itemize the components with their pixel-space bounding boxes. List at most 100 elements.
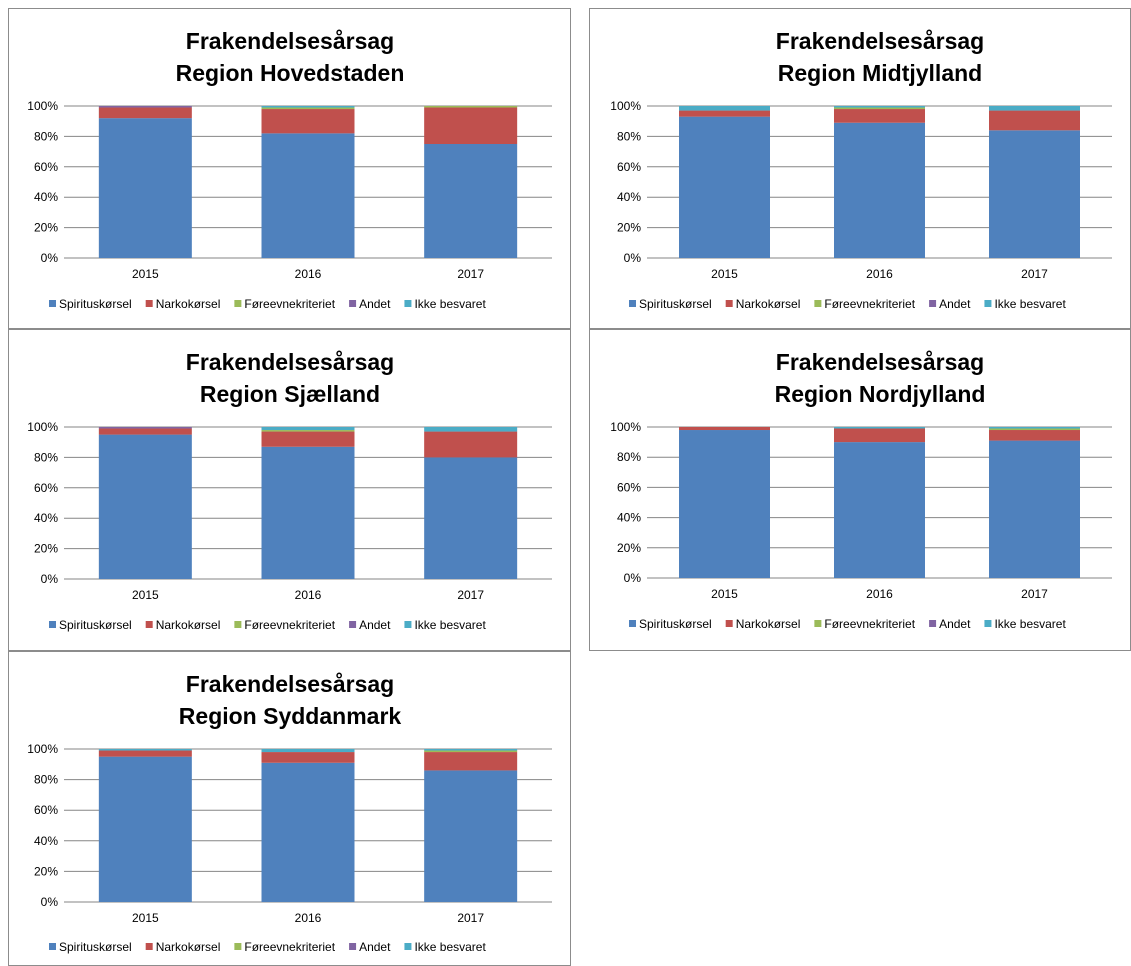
bar-segment — [834, 106, 925, 108]
legend-item: Spirituskørsel — [59, 618, 132, 632]
legend-swatch — [725, 620, 733, 627]
bar-segment — [679, 427, 770, 431]
legend-item: Ikke besvaret — [414, 297, 486, 311]
x-tick-label: 2015 — [711, 587, 738, 601]
legend-swatch — [49, 621, 56, 628]
legend-item: Føreevnekriteriet — [824, 617, 915, 631]
chart-title: Frakendelsesårsag — [186, 671, 394, 697]
legend-item: Spirituskørsel — [639, 297, 712, 311]
legend-swatch — [349, 300, 357, 307]
legend-swatch — [814, 300, 822, 307]
legend-item: Føreevnekriteriet — [244, 297, 335, 311]
legend-item: Føreevnekriteriet — [244, 940, 335, 954]
x-tick-label: 2015 — [132, 588, 159, 602]
bar-segment — [679, 110, 770, 117]
y-tick-label: 0% — [624, 251, 642, 265]
bar-segment — [98, 749, 192, 751]
bar-segment — [98, 428, 192, 435]
legend-swatch — [725, 300, 733, 307]
y-tick-label: 100% — [27, 99, 58, 113]
bar-segment — [261, 109, 355, 134]
x-tick-label: 2015 — [132, 911, 159, 925]
legend-item: Narkokørsel — [156, 297, 221, 311]
x-tick-label: 2017 — [457, 267, 484, 281]
chart-svg-syddanmark: Frakendelsesårsag Region Syddanmark 0% 20% 4… — [27, 671, 552, 954]
y-tick-label: 40% — [34, 511, 58, 525]
legend-swatch — [145, 943, 153, 950]
bar-segment — [424, 752, 518, 771]
chart-svg-midtjylland: Frakendelsesårsag Region Midtjylland 0% 20%… — [610, 28, 1112, 311]
bar-segment — [989, 106, 1080, 111]
x-tick-label: 2016 — [295, 911, 322, 925]
y-tick-label: 60% — [617, 480, 641, 494]
bar-segment — [424, 750, 518, 753]
y-tick-label: 80% — [617, 129, 641, 143]
chart-region-nordjylland: Frakendelsesårsag Region Nordjylland 0% 20%… — [589, 329, 1131, 651]
y-tick-label: 0% — [41, 895, 59, 909]
y-tick-label: 40% — [617, 190, 641, 204]
y-tick-label: 100% — [610, 420, 641, 434]
y-tick-label: 0% — [41, 251, 59, 265]
bar-segment — [98, 756, 192, 902]
y-tick-label: 20% — [617, 221, 641, 235]
legend-item: Spirituskørsel — [59, 297, 132, 311]
y-tick-label: 80% — [617, 450, 641, 464]
bar-segment — [98, 118, 192, 258]
bar-segment — [834, 442, 925, 578]
chart-title: Frakendelsesårsag — [186, 28, 394, 54]
legend-item: Føreevnekriteriet — [824, 297, 915, 311]
chart-svg-nordjylland: Frakendelsesårsag Region Nordjylland 0% 20%… — [610, 349, 1112, 631]
bar-segment — [261, 106, 355, 108]
bar-segment — [424, 770, 518, 902]
legend-swatch — [145, 621, 153, 628]
chart-svg-hovedstaden: Frakendelsesårsag Region Hovedstaden 0% 20%… — [27, 28, 552, 311]
legend-item: Andet — [359, 297, 391, 311]
bar-segment — [98, 434, 192, 579]
legend-swatch — [629, 620, 636, 627]
legend-item: Føreevnekriteriet — [244, 618, 335, 632]
chart-region-midtjylland: Frakendelsesårsag Region Midtjylland 0% 20%… — [589, 8, 1131, 329]
legend-item: Andet — [939, 617, 971, 631]
bar-segment — [261, 762, 355, 902]
y-tick-label: 20% — [617, 541, 641, 555]
legend-item: Andet — [939, 297, 971, 311]
legend-swatch — [929, 300, 937, 307]
bar-segment — [261, 749, 355, 753]
chart-subtitle: Region Hovedstaden — [176, 60, 405, 86]
chart-subtitle: Region Midtjylland — [778, 60, 982, 86]
chart-region-sjaelland: Frakendelsesårsag Region Sjælland 0% 20% 40%… — [8, 329, 571, 651]
y-tick-label: 20% — [34, 864, 58, 878]
chart-region-syddanmark: Frakendelsesårsag Region Syddanmark 0% 20% 4… — [8, 651, 571, 966]
legend-swatch — [234, 300, 242, 307]
legend-item: Narkokørsel — [736, 297, 801, 311]
legend-swatch — [404, 300, 412, 307]
chart-region-hovedstaden: Frakendelsesårsag Region Hovedstaden 0% 20%… — [8, 8, 571, 329]
y-tick-label: 80% — [34, 773, 58, 787]
y-tick-label: 60% — [617, 160, 641, 174]
bar-segment — [261, 431, 355, 447]
bar-segment — [834, 109, 925, 123]
bar-segment — [679, 106, 770, 111]
bar-segment — [834, 428, 925, 443]
bar-segment — [424, 107, 518, 144]
bar-segment — [98, 106, 192, 108]
bar-segment — [424, 427, 518, 432]
bar-segment — [261, 427, 355, 431]
y-tick-label: 0% — [41, 572, 59, 586]
y-tick-label: 100% — [610, 99, 641, 113]
x-tick-label: 2016 — [866, 267, 893, 281]
bar-segment — [424, 431, 518, 458]
bar-segment — [679, 430, 770, 578]
y-tick-label: 40% — [34, 190, 58, 204]
bar-segment — [424, 457, 518, 579]
legend-item: Narkokørsel — [156, 940, 221, 954]
chart-title: Frakendelsesårsag — [776, 349, 984, 375]
legend-swatch — [49, 943, 56, 950]
bar-segment — [834, 122, 925, 258]
chart-subtitle: Region Nordjylland — [775, 381, 986, 407]
chart-title: Frakendelsesårsag — [776, 28, 984, 54]
legend-swatch — [984, 300, 992, 307]
x-tick-label: 2015 — [711, 267, 738, 281]
y-tick-label: 20% — [34, 542, 58, 556]
bar-segment — [261, 446, 355, 579]
